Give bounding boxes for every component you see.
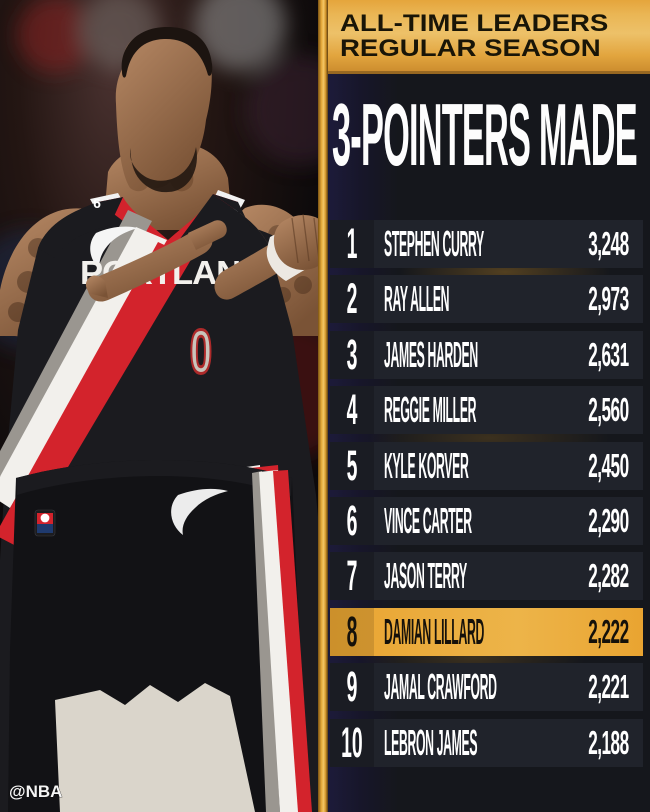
svg-text:0: 0 [190, 318, 212, 387]
svg-text:@NBA: @NBA [9, 782, 62, 801]
svg-text:6: 6 [93, 195, 101, 211]
